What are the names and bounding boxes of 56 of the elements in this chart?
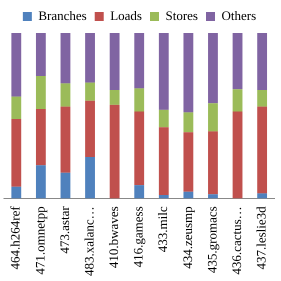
bar [85, 82, 95, 101]
bar [158, 110, 169, 128]
bar [11, 96, 22, 119]
bar [158, 33, 169, 110]
bar [208, 194, 218, 198]
legend-label: Loads [110, 8, 142, 23]
bar [208, 33, 218, 104]
bar [158, 127, 169, 196]
x-tick-label: 434.zeusmp [180, 206, 195, 269]
bar [183, 112, 194, 132]
bar [36, 76, 46, 110]
x-tick-label: 416.gamess [130, 206, 146, 268]
x-tick-label: 433.milc [155, 206, 170, 252]
bar [183, 33, 194, 112]
bar [85, 33, 95, 83]
bar [36, 109, 46, 166]
bar [232, 89, 242, 112]
bar [257, 106, 268, 194]
bar [183, 192, 194, 198]
bar [36, 165, 46, 198]
x-tick-label: 483.xalanc… [81, 206, 96, 276]
bar [134, 88, 144, 112]
bar [11, 33, 22, 97]
bar [60, 106, 70, 173]
x-tick-label: 437.leslie3d [254, 206, 269, 270]
bar [60, 33, 70, 84]
bar [134, 112, 144, 186]
legend-label: Stores [165, 8, 198, 23]
bar [60, 172, 70, 198]
x-tick-label: 464.h264ref [8, 206, 23, 270]
bar [85, 156, 95, 198]
x-tick-label: 435.gromacs [204, 206, 220, 274]
bar [110, 90, 120, 105]
bar [134, 185, 144, 198]
bar [134, 33, 144, 88]
bar [110, 33, 120, 90]
bar [208, 131, 218, 194]
bar [232, 33, 242, 90]
bar [85, 100, 95, 157]
x-tick-label: 436.cactus… [228, 206, 244, 275]
bar [60, 83, 70, 107]
bar [232, 112, 242, 198]
x-tick-label: 471.omnetpp [32, 206, 48, 275]
x-tick-label: 473.astar [56, 206, 72, 254]
bar [183, 132, 194, 192]
bar [257, 33, 268, 90]
legend-label: Others [221, 8, 256, 23]
x-tick-label: 410.bwaves [106, 206, 122, 268]
bar [11, 118, 22, 187]
bar [11, 186, 22, 198]
bar [257, 193, 268, 198]
bar [110, 104, 120, 198]
bar [257, 90, 268, 107]
legend-label: Branches [38, 8, 87, 23]
bar [36, 33, 46, 76]
bar [208, 103, 218, 132]
